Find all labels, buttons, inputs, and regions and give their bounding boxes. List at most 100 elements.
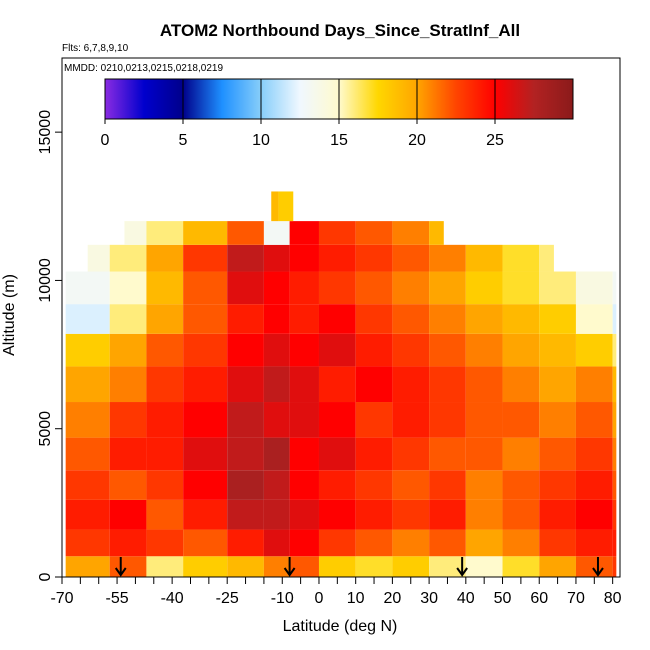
x-axis: -70 -55 -40 -25 -10 0 10 20 30 40 50 60 70 80 bbox=[50, 577, 622, 607]
heat-cell-1-0 bbox=[65, 529, 110, 557]
x-axis-label: Latitude (deg N) bbox=[283, 618, 398, 635]
heat-cell-10-9 bbox=[392, 244, 430, 272]
heat-cell-3-8 bbox=[355, 470, 393, 500]
heat-cell-0-10 bbox=[429, 556, 466, 577]
heat-cell-0-2 bbox=[146, 556, 184, 577]
heat-cell-10-13 bbox=[539, 244, 554, 272]
heat-cell-6-10 bbox=[429, 366, 466, 403]
heat-cell-4-3 bbox=[183, 437, 228, 471]
heat-cell-11-0 bbox=[124, 221, 147, 245]
heat-cell-1-12 bbox=[502, 529, 540, 557]
heat-cell-6-15 bbox=[612, 366, 617, 403]
heat-cell-9-9 bbox=[392, 271, 430, 305]
heat-cell-11-4 bbox=[263, 221, 290, 245]
heat-cell-7-3 bbox=[183, 333, 228, 367]
x-tick-label-1: -55 bbox=[106, 590, 129, 607]
heat-cell-10-1 bbox=[109, 244, 147, 272]
heat-cell-2-12 bbox=[502, 499, 540, 530]
heat-cell-4-0 bbox=[65, 437, 110, 471]
heat-cell-7-4 bbox=[227, 333, 264, 367]
heat-cell-6-14 bbox=[575, 366, 613, 403]
heat-cell-6-4 bbox=[227, 366, 264, 403]
heat-cell-2-13 bbox=[539, 499, 576, 530]
heat-cell-4-11 bbox=[465, 437, 503, 471]
x-tick-label-6: 10 bbox=[347, 590, 365, 607]
heat-cell-9-12 bbox=[502, 271, 540, 305]
heat-cell-11-9 bbox=[429, 221, 444, 245]
heat-cell-1-2 bbox=[146, 529, 184, 557]
heat-cell-1-10 bbox=[429, 529, 466, 557]
heat-cell-5-5 bbox=[263, 402, 290, 438]
heat-cell-0-3 bbox=[183, 556, 228, 577]
heat-cell-0-9 bbox=[392, 556, 430, 577]
heat-cell-1-5 bbox=[263, 529, 290, 557]
heat-cell-0-15 bbox=[612, 556, 617, 577]
heat-cell-8-12 bbox=[502, 304, 540, 334]
heat-cell-12-1 bbox=[278, 191, 294, 222]
heat-cell-10-3 bbox=[183, 244, 228, 272]
dates-note: MMDD: 0210,0213,0215,0218,0219 bbox=[64, 63, 223, 74]
heat-cell-9-10 bbox=[429, 271, 466, 305]
heatmap-cells bbox=[65, 191, 617, 577]
x-tick-label-2: -40 bbox=[161, 590, 184, 607]
arrow-marker-2 bbox=[456, 557, 468, 577]
heat-cell-4-1 bbox=[109, 437, 147, 471]
heat-cell-8-5 bbox=[263, 304, 290, 334]
heat-cell-11-8 bbox=[392, 221, 430, 245]
heat-cell-9-4 bbox=[227, 271, 264, 305]
heat-cell-2-6 bbox=[289, 499, 319, 530]
heat-cell-8-9 bbox=[392, 304, 430, 334]
heat-cell-1-11 bbox=[465, 529, 503, 557]
heat-cell-5-14 bbox=[575, 402, 613, 438]
heat-cell-6-6 bbox=[289, 366, 319, 403]
heat-cell-3-12 bbox=[502, 470, 540, 500]
heat-cell-5-9 bbox=[392, 402, 430, 438]
heat-cell-1-9 bbox=[392, 529, 430, 557]
heat-cell-5-12 bbox=[502, 402, 540, 438]
heat-cell-0-0 bbox=[65, 556, 110, 577]
heat-cell-5-0 bbox=[65, 402, 110, 438]
heat-cell-6-3 bbox=[183, 366, 228, 403]
heat-cell-0-5 bbox=[263, 556, 290, 577]
heat-cell-6-9 bbox=[392, 366, 430, 403]
heat-cell-10-8 bbox=[355, 244, 393, 272]
heat-cell-8-10 bbox=[429, 304, 466, 334]
heat-cell-6-2 bbox=[146, 366, 184, 403]
heat-cell-7-7 bbox=[318, 333, 356, 367]
heat-cell-8-7 bbox=[318, 304, 356, 334]
heat-cell-3-5 bbox=[263, 470, 290, 500]
y-tick-label-2: 10000 bbox=[37, 258, 54, 303]
heat-cell-8-13 bbox=[539, 304, 576, 334]
heat-cell-6-12 bbox=[502, 366, 540, 403]
heat-cell-11-6 bbox=[318, 221, 356, 245]
heat-cell-1-1 bbox=[109, 529, 147, 557]
heat-cell-4-9 bbox=[392, 437, 430, 471]
colorbar-tick-label-0: 0 bbox=[101, 132, 110, 149]
x-tick-label-9: 40 bbox=[457, 590, 475, 607]
heat-cell-8-6 bbox=[289, 304, 319, 334]
colorbar-tick-label-2: 10 bbox=[252, 132, 270, 149]
heat-cell-4-5 bbox=[263, 437, 290, 471]
x-tick-label-4: -10 bbox=[271, 590, 294, 607]
heat-cell-3-4 bbox=[227, 470, 264, 500]
heat-cell-3-1 bbox=[109, 470, 147, 500]
heat-cell-10-7 bbox=[318, 244, 356, 272]
heat-cell-10-2 bbox=[146, 244, 184, 272]
plot-frame bbox=[61, 57, 621, 578]
x-tick-label-12: 70 bbox=[567, 590, 585, 607]
arrow-marker-3 bbox=[592, 557, 604, 577]
heat-cell-7-8 bbox=[355, 333, 393, 367]
arrow-marker-1 bbox=[283, 557, 296, 577]
heat-cell-0-4 bbox=[227, 556, 264, 577]
heat-cell-0-13 bbox=[539, 556, 576, 577]
heat-cell-5-11 bbox=[465, 402, 503, 438]
heat-cell-10-5 bbox=[263, 244, 290, 272]
heat-cell-9-13 bbox=[539, 271, 576, 305]
heat-cell-3-2 bbox=[146, 470, 184, 500]
heat-cell-8-8 bbox=[355, 304, 393, 334]
heat-cell-5-6 bbox=[289, 402, 319, 438]
heat-cell-2-0 bbox=[65, 499, 110, 530]
heat-cell-3-15 bbox=[612, 470, 617, 500]
colorbar-tick-label-4: 20 bbox=[408, 132, 426, 149]
